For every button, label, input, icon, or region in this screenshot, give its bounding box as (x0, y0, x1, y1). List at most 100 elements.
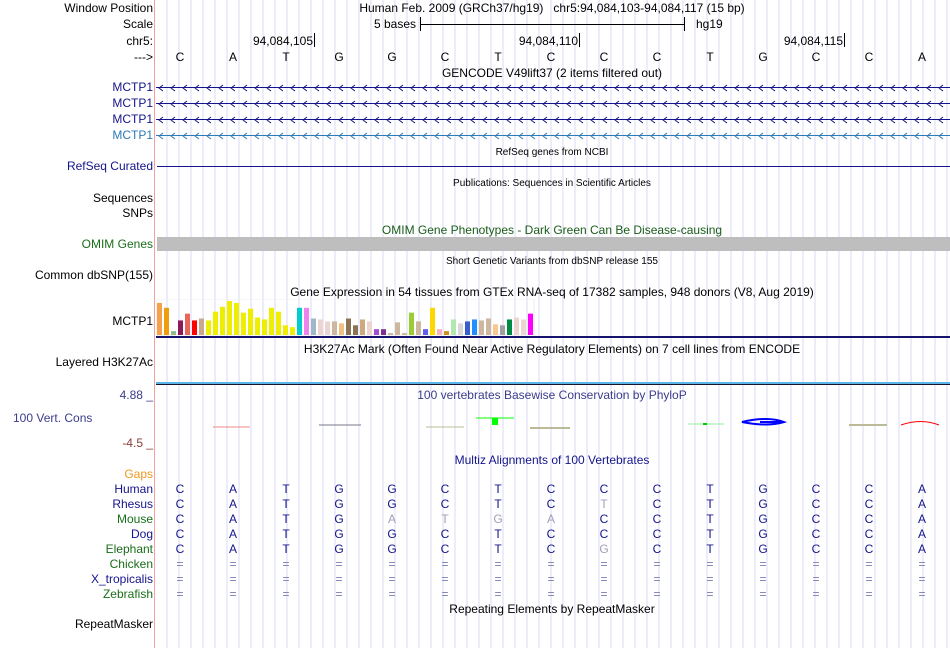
alignment-base: T (441, 512, 449, 526)
gtex-bar[interactable] (269, 307, 274, 335)
gtex-bar[interactable] (164, 307, 169, 335)
alignment-base: = (706, 587, 714, 601)
gtex-bar[interactable] (521, 319, 526, 335)
species-label[interactable]: Elephant (105, 542, 153, 556)
gtex-bar[interactable] (486, 318, 491, 335)
omim-gene-bar[interactable] (157, 237, 950, 251)
gtex-bar[interactable] (514, 317, 519, 335)
species-label[interactable]: Dog (130, 527, 153, 541)
gtex-bar[interactable] (157, 302, 162, 335)
gtex-bar[interactable] (227, 301, 232, 335)
alignment-base: = (759, 557, 767, 571)
gtex-bar[interactable] (409, 312, 414, 335)
gtex-label[interactable]: MCTP1 (112, 314, 153, 328)
base-letter: G (758, 50, 768, 64)
gtex-bar[interactable] (507, 319, 512, 335)
species-label[interactable]: Chicken (109, 557, 153, 571)
gtex-bar[interactable] (416, 321, 421, 335)
alignment-base: = (547, 572, 555, 586)
omim-label[interactable]: OMIM Genes (81, 237, 153, 251)
gtex-bar[interactable] (367, 321, 372, 335)
gtex-bar[interactable] (234, 302, 239, 335)
species-label[interactable]: Zebrafish (102, 587, 153, 601)
gtex-bar[interactable] (206, 320, 211, 335)
alignment-base: C (864, 512, 874, 526)
gtex-bar[interactable] (479, 320, 484, 335)
gtex-bar[interactable] (220, 306, 225, 335)
sequences-label[interactable]: Sequences (92, 191, 153, 205)
h3k27ac-label[interactable]: Layered H3K27Ac (55, 355, 153, 369)
gene-label-mctp1[interactable]: MCTP1 (112, 96, 153, 110)
gtex-bar[interactable] (290, 327, 295, 335)
gene-label-mctp1[interactable]: MCTP1 (112, 112, 153, 126)
gtex-bar[interactable] (360, 319, 365, 335)
alignment-base: C (546, 542, 556, 556)
gtex-bar[interactable] (283, 325, 288, 335)
alignment-base: C (811, 512, 821, 526)
gene-label-mctp1[interactable]: MCTP1 (112, 128, 153, 142)
gtex-bar[interactable] (493, 324, 498, 335)
gtex-bar[interactable] (444, 331, 449, 335)
gtex-bar[interactable] (255, 317, 260, 335)
alignment-base: = (229, 587, 237, 601)
gtex-bar[interactable] (423, 329, 428, 335)
gtex-bar[interactable] (353, 325, 358, 335)
coord-tick-mark (314, 33, 315, 47)
alignment-base: A (917, 482, 927, 496)
gtex-bar[interactable] (304, 307, 309, 335)
alignment-base: G (758, 497, 768, 511)
species-label[interactable]: Human (114, 482, 153, 496)
gtex-bar[interactable] (528, 313, 533, 335)
gtex-bar[interactable] (185, 313, 190, 335)
alignment-base: = (812, 587, 820, 601)
gtex-bar[interactable] (402, 333, 407, 335)
alignment-base: T (600, 497, 608, 511)
gencode-gene-models[interactable] (156, 80, 950, 142)
gtex-bar[interactable] (346, 318, 351, 335)
repeatmasker-label[interactable]: RepeatMasker (74, 617, 153, 631)
gtex-bar[interactable] (192, 320, 197, 335)
gtex-bar[interactable] (388, 333, 393, 335)
gtex-bar[interactable] (248, 308, 253, 335)
snps-label[interactable]: SNPs (122, 206, 153, 220)
species-label[interactable]: Mouse (116, 512, 153, 526)
gtex-bar[interactable] (311, 318, 316, 335)
gtex-bar[interactable] (178, 320, 183, 335)
gtex-bar[interactable] (430, 307, 435, 335)
gtex-bar[interactable] (339, 323, 344, 335)
gtex-bar[interactable] (395, 322, 400, 335)
gtex-bar[interactable] (318, 319, 323, 335)
gtex-bar[interactable] (241, 312, 246, 335)
gtex-bar[interactable] (332, 321, 337, 335)
gtex-bar[interactable] (199, 318, 204, 335)
gtex-bar[interactable] (297, 307, 302, 335)
refseq-gene-line[interactable] (157, 166, 950, 167)
gtex-bar[interactable] (381, 329, 386, 335)
gtex-bar[interactable] (451, 319, 456, 335)
gtex-bar[interactable] (374, 329, 379, 335)
gtex-bar[interactable] (276, 311, 281, 335)
alignment-base: = (706, 557, 714, 571)
refseq-label[interactable]: RefSeq Curated (66, 159, 153, 173)
dbsnp-label[interactable]: Common dbSNP(155) (34, 268, 153, 282)
species-label[interactable]: Rhesus (112, 497, 153, 511)
alignment-base: A (228, 497, 238, 511)
gtex-bar[interactable] (472, 319, 477, 335)
alignment-base: = (600, 557, 608, 571)
gtex-bar-chart[interactable] (156, 299, 950, 339)
gtex-bar[interactable] (171, 331, 176, 335)
gtex-bar[interactable] (213, 311, 218, 335)
scale-value: 5 bases (373, 17, 416, 31)
gtex-bar[interactable] (465, 321, 470, 335)
alignment-base: = (600, 587, 608, 601)
gtex-bar[interactable] (500, 325, 505, 335)
phylop-label[interactable]: 100 Vert. Cons (13, 411, 93, 425)
gtex-bar[interactable] (458, 323, 463, 335)
gaps-label[interactable]: Gaps (124, 467, 153, 481)
gtex-bar[interactable] (325, 321, 330, 335)
species-label[interactable]: X_tropicalis (90, 572, 153, 586)
gtex-bar[interactable] (262, 319, 267, 335)
gtex-bar[interactable] (437, 329, 442, 335)
gene-label-mctp1[interactable]: MCTP1 (112, 80, 153, 94)
